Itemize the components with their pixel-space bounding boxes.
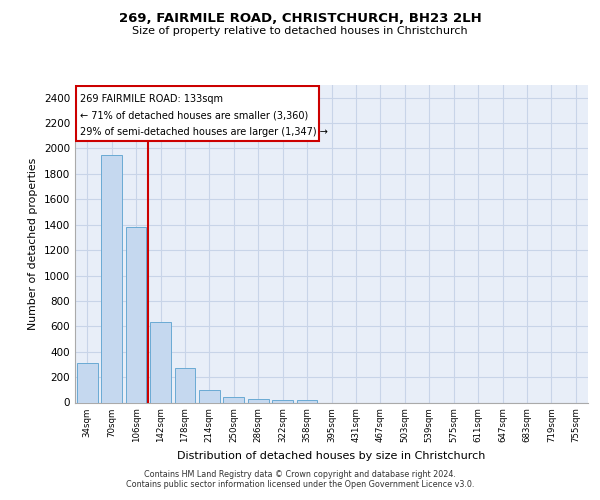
Bar	[175, 368, 196, 402]
Bar	[248, 398, 269, 402]
Text: 269, FAIRMILE ROAD, CHRISTCHURCH, BH23 2LH: 269, FAIRMILE ROAD, CHRISTCHURCH, BH23 2…	[119, 12, 481, 26]
Bar	[125, 227, 146, 402]
Bar	[223, 397, 244, 402]
Text: 269 FAIRMILE ROAD: 133sqm: 269 FAIRMILE ROAD: 133sqm	[80, 94, 223, 104]
Y-axis label: Number of detached properties: Number of detached properties	[28, 158, 38, 330]
Bar	[76, 86, 319, 141]
Bar	[77, 363, 98, 403]
Bar	[101, 155, 122, 402]
X-axis label: Distribution of detached houses by size in Christchurch: Distribution of detached houses by size …	[178, 450, 485, 460]
Bar	[296, 400, 317, 402]
Text: ← 71% of detached houses are smaller (3,360): ← 71% of detached houses are smaller (3,…	[80, 110, 308, 120]
Text: 29% of semi-detached houses are larger (1,347) →: 29% of semi-detached houses are larger (…	[80, 127, 328, 137]
Bar	[199, 390, 220, 402]
Bar	[272, 400, 293, 402]
Text: Contains HM Land Registry data © Crown copyright and database right 2024.
Contai: Contains HM Land Registry data © Crown c…	[126, 470, 474, 489]
Bar	[150, 322, 171, 402]
Text: Size of property relative to detached houses in Christchurch: Size of property relative to detached ho…	[132, 26, 468, 36]
